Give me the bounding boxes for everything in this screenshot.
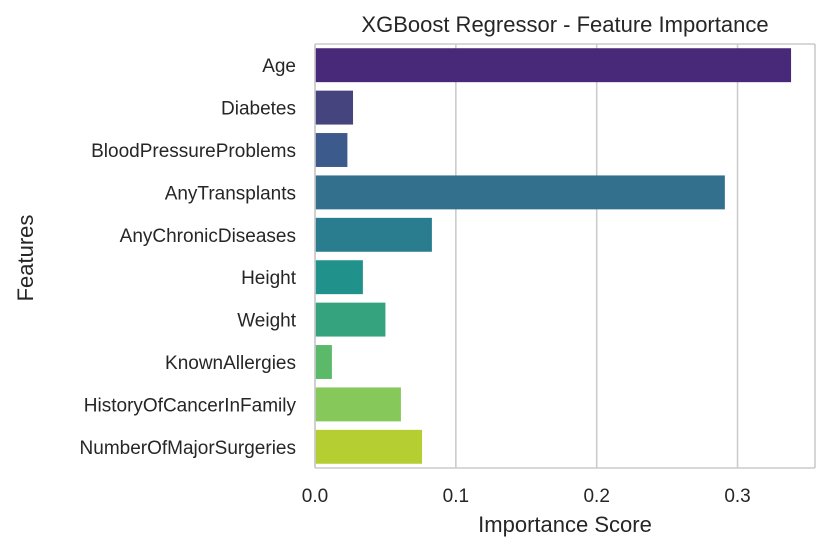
bar bbox=[315, 133, 348, 167]
bar bbox=[315, 90, 354, 125]
y-tick-label: Age bbox=[262, 56, 296, 77]
bar bbox=[315, 48, 792, 83]
x-tick-label: 0.2 bbox=[583, 486, 609, 507]
y-tick-label: BloodPressureProblems bbox=[91, 141, 296, 162]
y-tick-label: NumberOfMajorSurgeries bbox=[80, 438, 296, 459]
bar bbox=[315, 345, 332, 379]
bar-layer bbox=[315, 48, 792, 464]
bar bbox=[315, 429, 423, 464]
bar bbox=[315, 387, 401, 422]
y-tick-label: Weight bbox=[237, 311, 297, 332]
x-tick-label: 0.0 bbox=[302, 486, 328, 507]
x-tick-label: 0.1 bbox=[443, 486, 469, 507]
y-tick-label: Height bbox=[241, 268, 297, 289]
frame-layer bbox=[314, 43, 816, 469]
bar bbox=[315, 260, 363, 295]
x-tick-label: 0.3 bbox=[724, 486, 750, 507]
y-tick-label: KnownAllergies bbox=[165, 353, 296, 374]
y-tick-label: AnyTransplants bbox=[165, 183, 296, 204]
x-axis-title: Importance Score bbox=[478, 512, 652, 537]
bar bbox=[315, 217, 432, 252]
y-tick-label: HistoryOfCancerInFamily bbox=[84, 395, 297, 416]
y-tick-label: AnyChronicDiseases bbox=[120, 226, 296, 247]
y-axis-title: Features bbox=[13, 215, 38, 302]
bar bbox=[315, 175, 725, 210]
chart-title: XGBoost Regressor - Feature Importance bbox=[361, 12, 768, 37]
bar bbox=[315, 302, 386, 337]
label-layer: 0.0 0.1 0.2 0.3 Age Diabetes BloodPressureProb… bbox=[80, 56, 751, 507]
y-tick-label: Diabetes bbox=[221, 99, 296, 120]
